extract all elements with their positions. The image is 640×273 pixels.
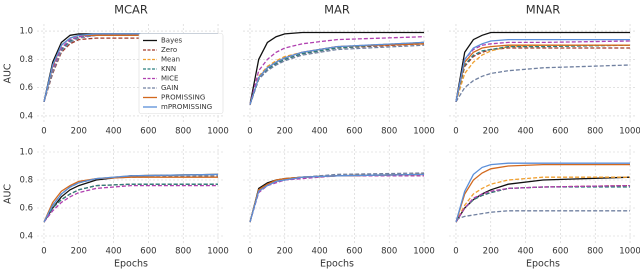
series-line	[455, 184, 631, 223]
x-tick-label: 400	[517, 247, 533, 257]
x-tick-label: 600	[552, 127, 568, 137]
x-tick-label: 800	[587, 247, 603, 257]
x-tick-label: 0	[41, 127, 46, 137]
legend-label: KNN	[161, 65, 176, 73]
x-tick-label: 0	[247, 127, 252, 137]
series-line	[455, 40, 631, 102]
series-line	[43, 176, 218, 223]
x-tick-label: 1000	[619, 127, 640, 137]
legend-box	[138, 33, 224, 114]
x-tick-label: 800	[587, 127, 603, 137]
series-line	[43, 175, 219, 223]
series-line	[455, 184, 631, 223]
series-line	[43, 184, 218, 223]
y-axis-label: AUC	[3, 63, 14, 83]
x-tick-label: 400	[105, 127, 121, 137]
series-line	[455, 176, 630, 223]
series-line	[455, 186, 630, 223]
series-line	[455, 44, 630, 102]
series-line	[455, 163, 630, 223]
series-line	[455, 64, 631, 103]
series-line	[43, 34, 218, 102]
x-tick-label: 200	[483, 247, 499, 257]
series-line	[455, 47, 630, 102]
y-tick-label: 0.8	[19, 55, 33, 65]
series-line	[249, 44, 425, 105]
x-tick-label: 200	[277, 127, 293, 137]
legend-label: MICE	[161, 75, 178, 83]
series-line	[249, 41, 425, 105]
series-line	[43, 33, 218, 102]
x-tick-label: 400	[311, 247, 327, 257]
x-tick-label: 1000	[207, 247, 229, 257]
series-line	[249, 36, 425, 105]
series-line	[455, 162, 630, 223]
chart-title: MAR	[324, 3, 350, 17]
series-line	[43, 173, 219, 223]
x-tick-label: 0	[453, 247, 458, 257]
series-line	[455, 44, 631, 102]
y-tick-label: 0.4	[19, 232, 33, 242]
y-tick-label: 1.0	[19, 148, 33, 158]
x-tick-label: 0	[453, 127, 458, 137]
x-axis-label: Epochs	[114, 259, 148, 270]
x-tick-label: 600	[140, 247, 156, 257]
x-tick-label: 600	[346, 127, 362, 137]
legend-label: mPROMISSING	[161, 103, 212, 111]
series-line	[455, 210, 630, 220]
series-line	[455, 176, 631, 223]
y-tick-label: 0.8	[19, 176, 33, 186]
x-tick-label: 0	[247, 247, 252, 257]
series-line	[249, 173, 425, 223]
series-line	[455, 44, 630, 102]
x-tick-label: 400	[517, 127, 533, 137]
y-axis-label: AUC	[3, 184, 14, 204]
x-tick-label: 800	[381, 247, 397, 257]
series-line	[455, 31, 630, 102]
x-tick-label: 600	[552, 247, 568, 257]
x-axis-label: Epochs	[320, 259, 354, 270]
x-tick-label: 400	[105, 247, 121, 257]
series-line	[249, 41, 425, 105]
y-tick-label: 1.0	[19, 27, 33, 37]
y-tick-label: 0.4	[19, 111, 33, 121]
x-axis-label: Epochs	[526, 259, 560, 270]
series-line	[455, 38, 630, 102]
series-line	[43, 173, 219, 223]
chart-title: MNAR	[526, 3, 560, 17]
x-tick-label: 200	[277, 247, 293, 257]
series-line	[43, 173, 219, 223]
x-tick-label: 1000	[207, 127, 229, 137]
x-tick-label: 1000	[413, 247, 435, 257]
legend-label: GAIN	[161, 84, 179, 92]
x-tick-label: 200	[71, 247, 87, 257]
series-line	[249, 31, 424, 105]
series-line	[43, 183, 218, 223]
x-tick-label: 600	[346, 247, 362, 257]
chart-title: MCAR	[114, 3, 148, 17]
legend-label: PROMISSING	[161, 94, 205, 102]
x-tick-label: 800	[175, 247, 191, 257]
x-tick-label: 200	[483, 127, 499, 137]
y-tick-label: 0.6	[19, 83, 33, 93]
x-tick-label: 800	[381, 127, 397, 137]
legend-label: Mean	[161, 56, 180, 64]
x-tick-label: 1000	[619, 247, 640, 257]
x-tick-label: 800	[175, 127, 191, 137]
series-line	[249, 175, 424, 223]
legend-label: Bayes	[161, 37, 183, 45]
x-tick-label: 600	[140, 127, 156, 137]
x-tick-label: 400	[311, 127, 327, 137]
x-tick-label: 1000	[413, 127, 435, 137]
x-tick-label: 0	[41, 247, 46, 257]
x-tick-label: 200	[71, 127, 87, 137]
legend-label: Zero	[161, 46, 177, 54]
y-tick-label: 0.6	[19, 204, 33, 214]
